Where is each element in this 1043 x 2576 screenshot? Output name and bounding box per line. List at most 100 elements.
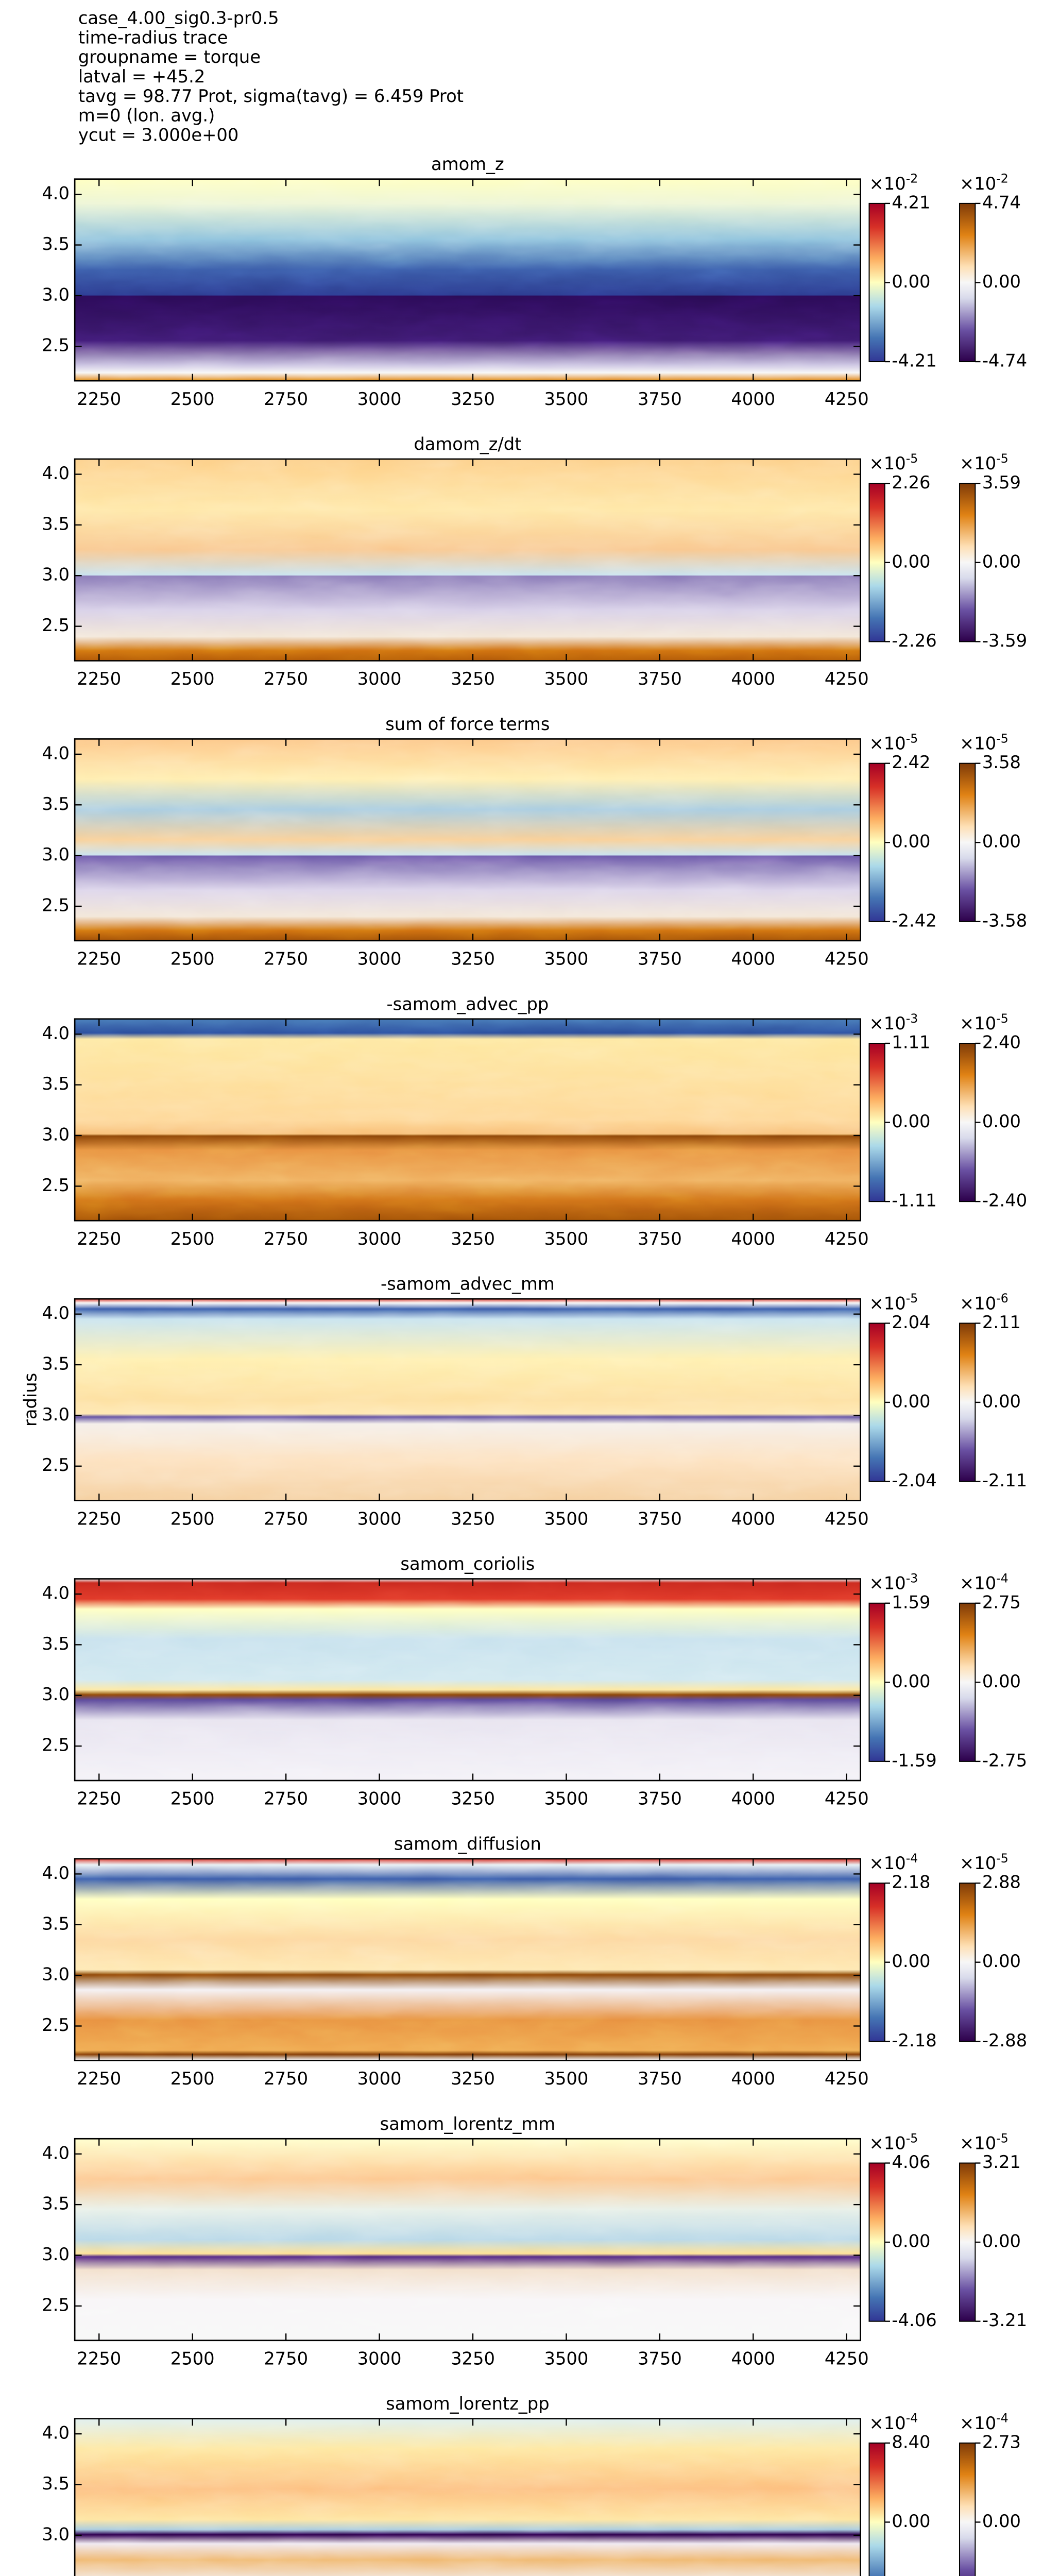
- colorbar-tick-label: 4.21: [892, 192, 930, 212]
- exponent-power: -5: [996, 2131, 1008, 2145]
- exponent-base: ×10: [960, 1573, 996, 1593]
- colorbar-tick-label: 2.42: [892, 752, 930, 772]
- y-tick-label: 3.0: [42, 1964, 70, 1985]
- x-tick-label: 2250: [77, 389, 121, 409]
- x-tick-label: 3250: [451, 2348, 495, 2368]
- colorbar-tick-label: -2.42: [892, 910, 936, 930]
- colorbar: [868, 483, 885, 642]
- exponent-power: -3: [906, 1571, 918, 1585]
- exponent-power: -4: [906, 2411, 918, 2425]
- y-tick-label: 3.0: [42, 1125, 70, 1145]
- x-tick-label: 4250: [825, 2069, 869, 2089]
- plot-frame: [74, 1298, 861, 1501]
- colorbar-tick-label: 2.11: [982, 1312, 1021, 1332]
- plot-frame: [74, 738, 861, 942]
- colorbar: [868, 1323, 885, 1482]
- colorbar-tick-label: 0.00: [892, 1111, 930, 1131]
- x-tick-label: 2500: [170, 1509, 215, 1529]
- colorbar-tick-label: -2.40: [982, 1191, 1027, 1211]
- exponent-base: ×10: [960, 733, 996, 753]
- colorbar-tick-label: 2.73: [982, 2432, 1021, 2452]
- heatmap-texture: [75, 739, 861, 941]
- colorbar-tick-label: 0.00: [892, 1671, 930, 1691]
- x-tick-label: 2500: [170, 1789, 215, 1809]
- x-tick-label: 2250: [77, 1229, 121, 1249]
- y-tick-label: 3.0: [42, 1404, 70, 1425]
- y-tick-label: 3.5: [42, 2473, 70, 2494]
- y-tick-label: 3.5: [42, 1354, 70, 1374]
- colorbar-tick-label: 4.06: [892, 2152, 930, 2172]
- x-tick-label: 3500: [544, 389, 589, 409]
- x-tick-label: 2750: [264, 1229, 308, 1249]
- colorbar-exponent: ×10-5: [960, 1011, 1008, 1033]
- x-tick-label: 2500: [170, 2069, 215, 2089]
- y-tick-label: 4.0: [42, 463, 70, 483]
- y-tick-label: 3.5: [42, 1074, 70, 1094]
- colorbar-tick-label: 3.58: [982, 752, 1021, 772]
- exponent-base: ×10: [960, 1853, 996, 1873]
- colorbar-tick-label: 0.00: [982, 1111, 1021, 1131]
- y-tick-label: 2.5: [42, 335, 70, 355]
- header-line: ycut = 3.000e+00: [78, 125, 239, 145]
- x-tick-label: 2750: [264, 669, 308, 689]
- y-tick-label: 2.5: [42, 1175, 70, 1195]
- colorbar-tick-label: 0.00: [892, 551, 930, 571]
- y-tick-label: 3.0: [42, 2524, 70, 2544]
- exponent-base: ×10: [960, 2413, 996, 2433]
- x-tick-label: 3250: [451, 669, 495, 689]
- y-tick-label: 4.0: [42, 183, 70, 204]
- colorbar: [959, 2162, 976, 2322]
- x-tick-label: 3250: [451, 2069, 495, 2089]
- x-tick-label: 4000: [731, 1509, 775, 1529]
- x-tick-label: 2250: [77, 1509, 121, 1529]
- y-tick-label: 2.5: [42, 615, 70, 635]
- colorbar-exponent: ×10-2: [960, 171, 1008, 193]
- colorbar: [868, 2442, 885, 2576]
- x-tick-label: 4000: [731, 2069, 775, 2089]
- panel-title: sum of force terms: [385, 714, 550, 734]
- x-tick-label: 2750: [264, 1509, 308, 1529]
- heatmap-texture: [75, 1579, 861, 1781]
- colorbar: [959, 1323, 976, 1482]
- x-tick-label: 2750: [264, 2069, 308, 2089]
- x-tick-label: 3000: [357, 2348, 402, 2368]
- colorbar-tick-label: 3.59: [982, 472, 1021, 493]
- colorbar-tick-label: -3.21: [982, 2310, 1027, 2330]
- colorbar-tick-label: -3.58: [982, 910, 1027, 930]
- panel: damom_z/dt 2250 2500 2750 3000 3250 3500 3750 40…: [42, 434, 1027, 689]
- colorbar-tick-label: 0.00: [982, 2231, 1021, 2251]
- colorbar-tick-label: 0.00: [892, 1391, 930, 1411]
- panel: samom_diffusion 2250 2500 2750 3000 3250 3500 3…: [42, 1834, 1027, 2089]
- x-tick-label: 3000: [357, 2069, 402, 2089]
- exponent-base: ×10: [869, 1293, 906, 1313]
- colorbar-exponent: ×10-5: [960, 731, 1008, 753]
- y-tick-label: 2.5: [42, 1455, 70, 1475]
- header-line: latval = +45.2: [78, 66, 205, 87]
- header-line: groupname = torque: [78, 47, 261, 67]
- x-tick-label: 2250: [77, 2348, 121, 2368]
- colorbar-exponent: ×10-4: [960, 2411, 1008, 2433]
- x-tick-label: 2750: [264, 2348, 308, 2368]
- exponent-power: -3: [906, 1011, 918, 1025]
- colorbar-exponent: ×10-5: [869, 1291, 918, 1313]
- heatmap-texture: [75, 459, 861, 661]
- x-tick-label: 3000: [357, 1509, 402, 1529]
- colorbar-tick-label: -4.21: [892, 351, 936, 371]
- exponent-power: -4: [996, 1571, 1008, 1585]
- x-tick-label: 3000: [357, 389, 402, 409]
- exponent-power: -4: [996, 2411, 1008, 2425]
- exponent-power: -6: [996, 1291, 1008, 1306]
- x-tick-label: 3750: [638, 1789, 682, 1809]
- x-tick-label: 2250: [77, 949, 121, 969]
- x-tick-label: 3500: [544, 2069, 589, 2089]
- x-tick-label: 3500: [544, 669, 589, 689]
- x-tick-label: 3000: [357, 1789, 402, 1809]
- colorbar-exponent: ×10-5: [869, 451, 918, 473]
- colorbar-exponent: ×10-3: [869, 1571, 918, 1593]
- plot-frame: [74, 458, 861, 662]
- colorbar: [959, 483, 976, 642]
- colorbar-tick-label: -2.18: [892, 2030, 936, 2050]
- exponent-base: ×10: [869, 453, 906, 473]
